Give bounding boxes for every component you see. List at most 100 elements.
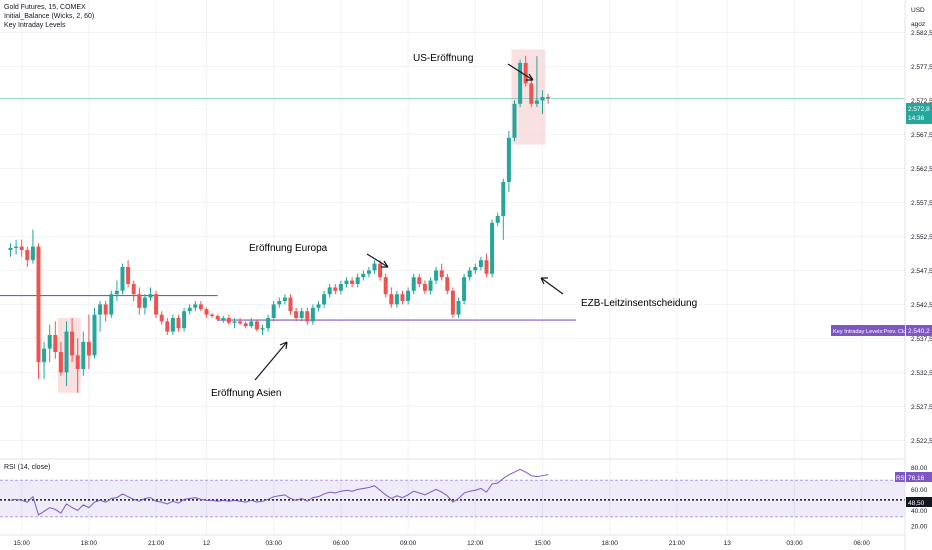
rsi-legend: RSI (14, close) [4, 463, 50, 472]
rsi-tick-label: 40.00 [911, 508, 928, 515]
annotation-europe-open: Eröffnung Europa [249, 243, 328, 254]
time-tick-label: 18:00 [602, 540, 619, 547]
candle-body [131, 284, 136, 295]
candle-body [389, 294, 394, 305]
price-tick-label: 2.552,5 [911, 234, 932, 241]
key-level-name: Key Intraday Levels:Prev. Close [833, 329, 912, 335]
grid [0, 0, 905, 535]
candle-body [142, 297, 147, 308]
legend: Gold Futures, 15, COMEX Initial_Balance … [4, 3, 94, 30]
price-tick-label: 2.542,5 [911, 302, 932, 309]
candle-body [204, 309, 209, 315]
candle-body [159, 314, 164, 322]
price-tick-label: 2.582,5 [911, 30, 932, 37]
candle-body [103, 304, 108, 315]
time-tick-label: 12 [203, 540, 211, 547]
candle-body [282, 297, 287, 301]
price-tick-label: 2.532,5 [911, 370, 932, 377]
candle-body [86, 341, 91, 356]
candle-body [310, 307, 315, 322]
candle-body [378, 263, 383, 278]
candle-body [523, 63, 528, 84]
candle-body [271, 304, 276, 318]
rsi-current-label: 76,16 [908, 475, 925, 482]
price-axis-currency: USD [911, 7, 925, 14]
rsi-tick-label: 80.00 [911, 465, 928, 472]
legend-indicator-key-levels: Key Intraday Levels [4, 22, 66, 29]
price-tick-labels: 2.582,5 2.577,5 2.572,5 2.567,5 2.562,5 2.557… [911, 30, 932, 445]
candle-body [170, 318, 175, 332]
candle-body [478, 260, 483, 267]
candle-body [327, 287, 332, 295]
candle-body [529, 83, 534, 104]
candle-body [81, 341, 86, 369]
candle-body [512, 103, 517, 138]
candle-body [182, 311, 187, 329]
candle-body [467, 270, 472, 278]
rsi-line [10, 468, 549, 516]
price-tick-label: 2.567,5 [911, 132, 932, 139]
candle-body [243, 323, 248, 327]
candle-body [428, 280, 433, 291]
time-tick-label: 06:00 [854, 540, 871, 547]
candle-body [294, 311, 299, 318]
candle-body [333, 287, 338, 291]
key-level-value: 2.540,2 [908, 328, 930, 335]
last-price-tag: 2.572,8 14:36 [906, 103, 932, 124]
time-tick-label: 18:00 [81, 540, 98, 547]
candle-body [137, 294, 142, 308]
candle-body [58, 352, 63, 373]
candles-layer [8, 56, 551, 393]
time-tick-label: 03:00 [786, 540, 803, 547]
candle-body [47, 335, 52, 349]
candle-body [473, 267, 478, 271]
candle-body [210, 314, 215, 316]
price-tick-label: 2.572,5 [911, 98, 932, 105]
price-tick-label: 2.547,5 [911, 268, 932, 275]
candle-body [70, 331, 75, 356]
time-tick-label: 13 [724, 540, 732, 547]
legend-indicator-initial-balance: Initial_Balance (Wicks, 2, 60) [4, 13, 95, 20]
candle-body [148, 294, 153, 298]
candle-body [439, 270, 444, 278]
time-tick-label: 21:00 [148, 540, 165, 547]
candle-body [484, 260, 489, 274]
candle-body [238, 321, 243, 324]
candle-body [322, 294, 327, 305]
candle-body [232, 321, 237, 323]
candle-body [165, 321, 170, 332]
candle-body [198, 304, 203, 310]
candle-body [187, 307, 192, 312]
candle-body [534, 100, 539, 104]
candle-body [120, 267, 125, 291]
candle-body [506, 137, 511, 182]
candle-body [316, 304, 321, 308]
rsi-midline-label: 48,50 [908, 500, 925, 507]
candle-body [30, 246, 35, 261]
time-tick-label: 03:00 [266, 540, 283, 547]
candle-body [288, 297, 293, 312]
price-tick-label: 2.562,5 [911, 166, 932, 173]
candle-body [176, 318, 181, 329]
candle-body [193, 304, 198, 308]
candle-body [75, 355, 80, 369]
candle-body [53, 335, 58, 352]
candle-body [299, 311, 304, 318]
candle-body [546, 97, 551, 99]
time-tick-label: 21:00 [669, 540, 686, 547]
candle-body [350, 280, 355, 284]
time-tick-label: 09:00 [400, 540, 417, 547]
price-tick-label: 2.522,5 [911, 438, 932, 445]
rsi-legend-title: RSI (14, close) [4, 464, 51, 471]
time-tick-label: 15:00 [534, 540, 551, 547]
time-tick-label: 06:00 [333, 540, 350, 547]
rsi-pane [0, 468, 905, 518]
price-tick-label: 2.577,5 [911, 64, 932, 71]
candle-body [434, 270, 439, 281]
candle-body [417, 277, 422, 284]
candle-body [25, 250, 30, 261]
ecb-arrow [540, 277, 564, 295]
rsi-tick-label: 60.00 [911, 487, 928, 494]
candle-body [394, 294, 399, 305]
candle-body [490, 222, 495, 274]
